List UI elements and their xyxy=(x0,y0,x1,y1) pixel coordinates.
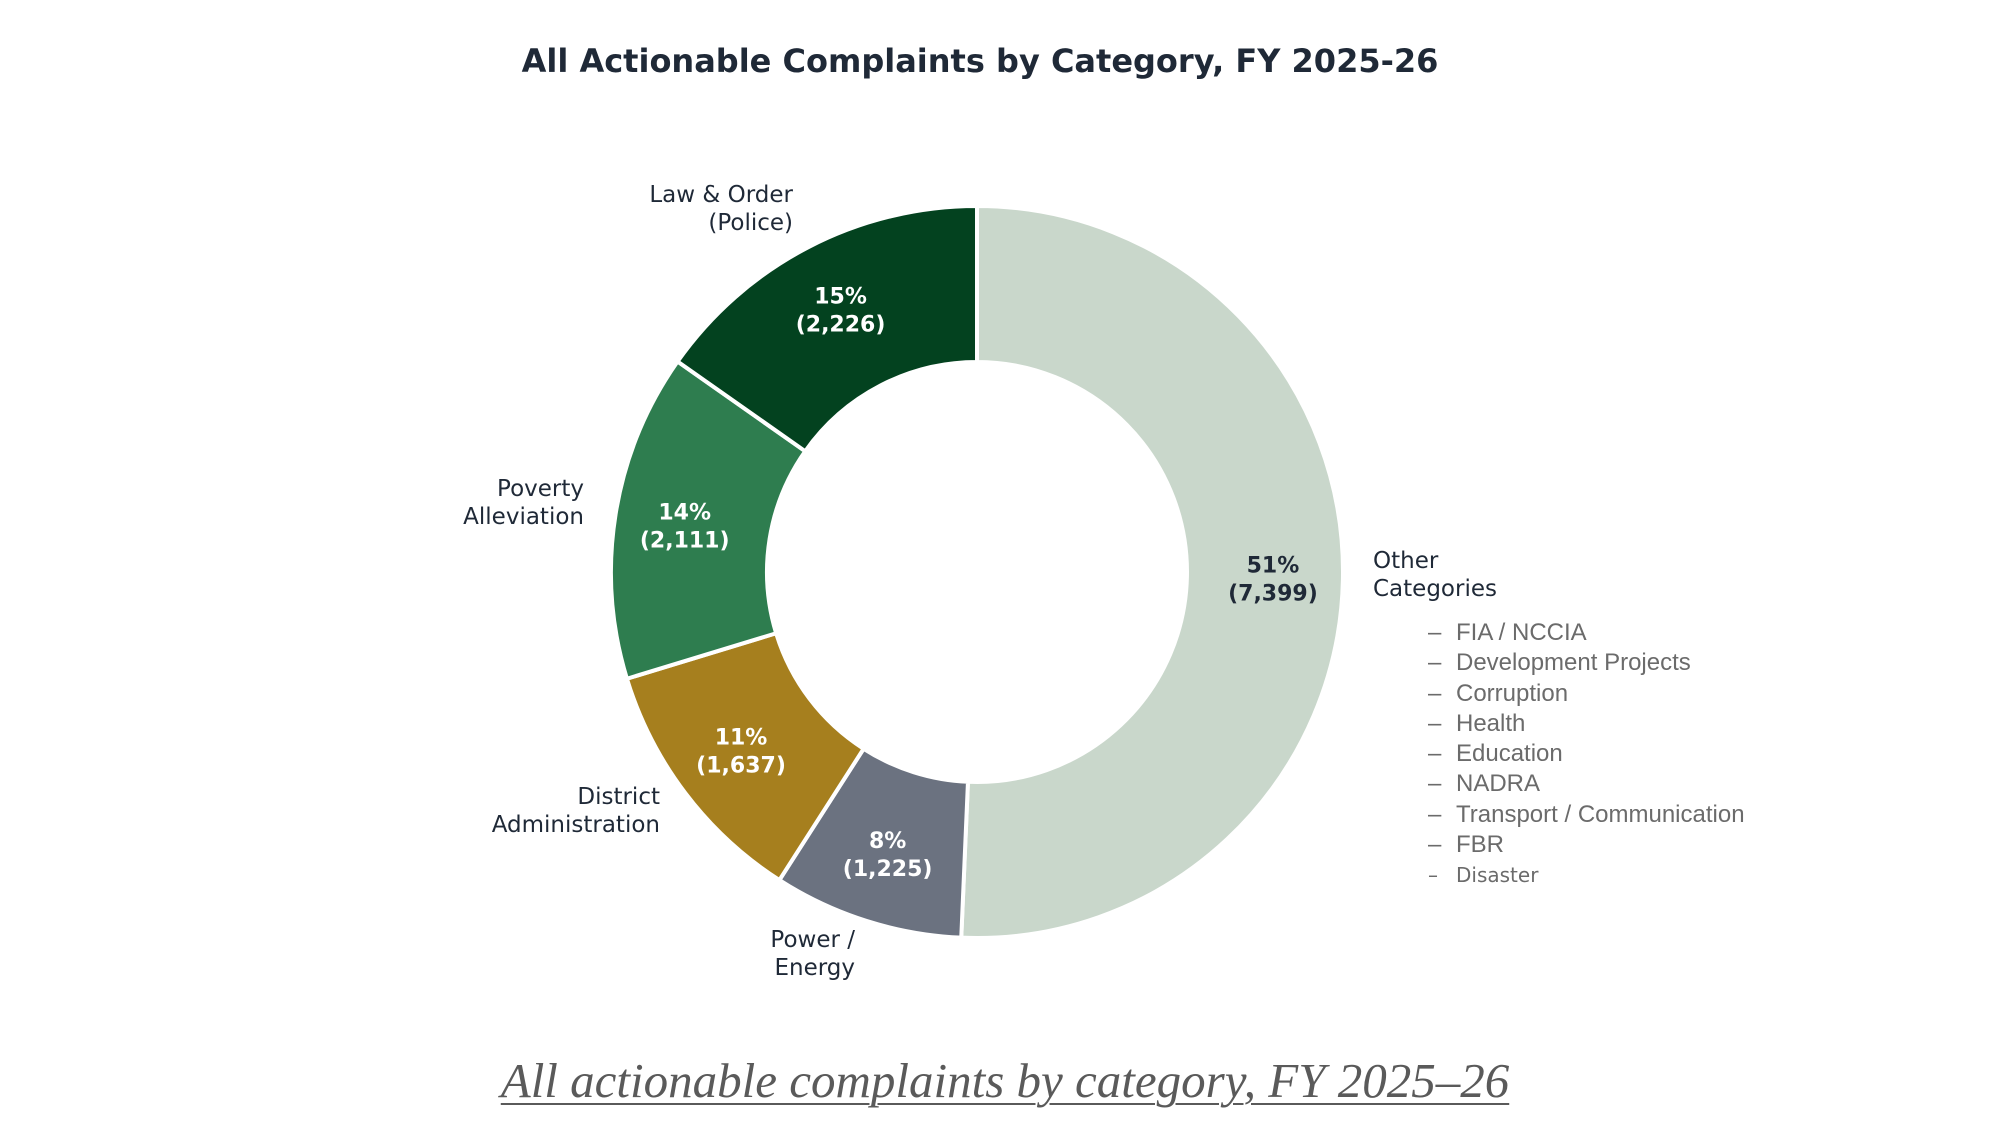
other-category-item: – FIA / NCCIA xyxy=(1428,618,1745,648)
figure-caption: All actionable complaints by category, F… xyxy=(500,1053,1510,1108)
other-category-label: Education xyxy=(1456,740,1563,768)
other-category-item: – Development Projects xyxy=(1428,648,1745,678)
other-category-label: Transport / Communication xyxy=(1456,800,1745,828)
category-label: Categories xyxy=(1373,576,1497,602)
category-label: Alleviation xyxy=(463,504,584,530)
other-category-label: NADRA xyxy=(1456,770,1541,798)
list-dash: – xyxy=(1428,800,1442,828)
slice-percent-label: 14% xyxy=(658,500,711,525)
list-dash: – xyxy=(1428,709,1442,737)
category-label: Poverty xyxy=(497,476,584,502)
other-category-label: Corruption xyxy=(1456,679,1569,707)
list-dash: – xyxy=(1428,863,1438,888)
list-dash: – xyxy=(1428,770,1442,798)
chart-title: All Actionable Complaints by Category, F… xyxy=(521,42,1439,80)
slice-value-labels: 51% (7,399) 8% (1,225) 11% (1,637) 14% (2,111) 1… xyxy=(640,284,1318,882)
category-label: Other xyxy=(1373,548,1439,574)
slice-count-label: (7,399) xyxy=(1228,581,1318,606)
list-dash: – xyxy=(1428,649,1442,677)
other-categories-list: – FIA / NCCIA – Development Projects – Corrup… xyxy=(1428,618,1745,891)
other-category-item: – FBR xyxy=(1428,830,1745,860)
category-label: District xyxy=(577,784,660,810)
other-category-item: – NADRA xyxy=(1428,769,1745,799)
list-dash: – xyxy=(1428,740,1442,768)
other-category-item: – Corruption xyxy=(1428,679,1745,709)
other-category-label: Development Projects xyxy=(1456,649,1691,677)
slice-percent-label: 15% xyxy=(814,284,867,309)
other-category-item: – Disaster xyxy=(1428,860,1745,890)
list-dash: – xyxy=(1428,831,1442,859)
slice-law-order-police xyxy=(675,204,979,454)
category-label: Energy xyxy=(774,955,855,981)
list-dash: – xyxy=(1428,679,1442,707)
other-category-item: – Health xyxy=(1428,709,1745,739)
slice-percent-label: 8% xyxy=(869,829,906,854)
category-label: Administration xyxy=(492,812,660,838)
donut-slices xyxy=(609,204,1345,940)
other-category-item: – Transport / Communication xyxy=(1428,800,1745,830)
category-label: (Police) xyxy=(708,210,793,236)
category-label: Power / xyxy=(770,927,855,953)
slice-percent-label: 51% xyxy=(1247,553,1300,578)
category-label: Law & Order xyxy=(649,182,793,208)
slice-percent-label: 11% xyxy=(715,726,768,751)
list-dash: – xyxy=(1428,619,1442,646)
other-category-label: FIA / NCCIA xyxy=(1456,619,1587,646)
slice-count-label: (2,111) xyxy=(640,528,730,553)
other-category-item: – Education xyxy=(1428,739,1745,769)
slice-poverty-alleviation xyxy=(609,359,808,681)
slice-count-label: (1,637) xyxy=(696,754,786,779)
slice-count-label: (2,226) xyxy=(796,312,886,337)
other-category-label: Health xyxy=(1456,709,1526,737)
other-category-label: FBR xyxy=(1456,831,1504,859)
slice-other-categories xyxy=(959,204,1345,940)
slice-count-label: (1,225) xyxy=(843,857,933,882)
other-category-label: Disaster xyxy=(1456,863,1539,888)
